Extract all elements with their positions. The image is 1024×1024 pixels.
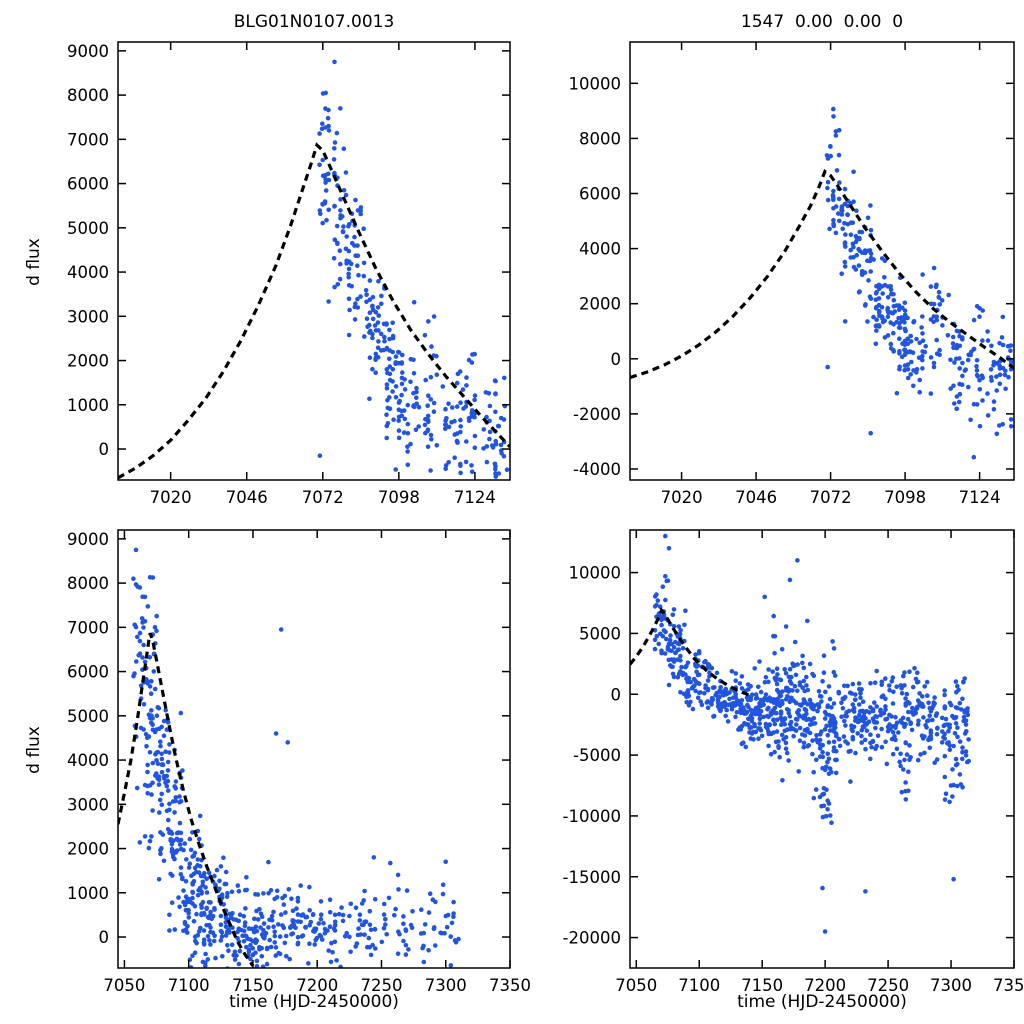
svg-text:7098: 7098: [884, 488, 926, 507]
plot-bottom-right: 7050 7100 7150 7200 7250 7300 7350 -20000 -15000…: [563, 529, 1024, 995]
tick-labels: 7020 7046 7072 7098 7124 -4000 -2000 0 2000 4000 6…: [569, 74, 1001, 507]
svg-text:7100: 7100: [168, 976, 210, 995]
plot-top-right: 7020 7046 7072 7098 7124 -4000 -2000 0 2000 4000 6…: [569, 41, 1015, 507]
tick-labels: 7050 7100 7150 7200 7250 7300 7350 -20000 -15000…: [563, 564, 1024, 995]
svg-text:5000: 5000: [67, 219, 109, 238]
svg-text:-20000: -20000: [563, 929, 621, 948]
plot-top-left: 7020 7046 7072 7098 7124 0 1000 2000 3000 4000 500…: [67, 41, 511, 507]
svg-text:2000: 2000: [67, 840, 109, 859]
svg-text:7050: 7050: [615, 976, 657, 995]
svg-text:7072: 7072: [810, 488, 852, 507]
svg-text:7350: 7350: [489, 976, 531, 995]
plot-frame: [629, 41, 1015, 481]
x-axis-label-right: time (HJD-2450000): [737, 992, 907, 1012]
svg-text:3000: 3000: [67, 307, 109, 326]
tick-labels: 7020 7046 7072 7098 7124 0 1000 2000 3000 4000 500…: [67, 42, 496, 507]
svg-text:9000: 9000: [67, 42, 109, 61]
svg-text:1000: 1000: [67, 396, 109, 415]
svg-text:8000: 8000: [67, 574, 109, 593]
model-curve: [118, 632, 255, 967]
svg-text:4000: 4000: [67, 263, 109, 282]
svg-text:7046: 7046: [226, 488, 268, 507]
svg-text:4000: 4000: [67, 751, 109, 770]
plot-frame: [629, 529, 1015, 969]
svg-text:7200: 7200: [296, 976, 338, 995]
model-curve: [630, 607, 753, 699]
panel-title-left: BLG01N0107.0013: [233, 12, 395, 32]
svg-text:7046: 7046: [735, 488, 777, 507]
svg-text:7124: 7124: [959, 488, 1001, 507]
svg-text:10000: 10000: [569, 74, 622, 93]
svg-text:5000: 5000: [579, 624, 621, 643]
svg-text:-5000: -5000: [573, 746, 621, 765]
svg-text:7050: 7050: [103, 976, 145, 995]
ticks: [630, 530, 1015, 968]
svg-text:7150: 7150: [741, 976, 783, 995]
svg-text:0: 0: [611, 685, 622, 704]
svg-text:10000: 10000: [569, 564, 622, 583]
plot-frame: [117, 41, 511, 481]
scatter-points: [824, 106, 1014, 460]
svg-text:7250: 7250: [360, 976, 402, 995]
scatter-points: [317, 59, 510, 479]
svg-text:7350: 7350: [993, 976, 1024, 995]
svg-text:7250: 7250: [867, 976, 909, 995]
svg-text:7300: 7300: [930, 976, 972, 995]
svg-text:7098: 7098: [378, 488, 420, 507]
svg-text:-15000: -15000: [563, 868, 621, 887]
svg-text:-10000: -10000: [563, 807, 621, 826]
svg-text:2000: 2000: [579, 295, 621, 314]
scatter-points: [131, 547, 461, 968]
svg-text:-2000: -2000: [573, 405, 621, 424]
svg-text:6000: 6000: [579, 185, 621, 204]
ticks: [118, 42, 510, 480]
svg-text:7000: 7000: [67, 130, 109, 149]
tick-labels: 7050 7100 7150 7200 7250 7300 7350 0 1000 2000 300…: [67, 530, 531, 995]
svg-text:7150: 7150: [232, 976, 274, 995]
scatter-points: [652, 533, 971, 934]
svg-text:7072: 7072: [302, 488, 344, 507]
svg-text:6000: 6000: [67, 175, 109, 194]
plot-frame: [117, 529, 511, 969]
ticks: [118, 530, 511, 968]
svg-text:8000: 8000: [67, 86, 109, 105]
svg-text:7100: 7100: [678, 976, 720, 995]
x-axis-label-left: time (HJD-2450000): [229, 992, 399, 1012]
svg-text:7020: 7020: [150, 488, 192, 507]
svg-text:8000: 8000: [579, 129, 621, 148]
svg-text:7200: 7200: [804, 976, 846, 995]
svg-text:7000: 7000: [67, 618, 109, 637]
svg-text:0: 0: [99, 440, 110, 459]
plot-bottom-left: 7050 7100 7150 7200 7250 7300 7350 0 1000 2000 300…: [67, 529, 531, 995]
svg-text:5000: 5000: [67, 707, 109, 726]
svg-text:3000: 3000: [67, 795, 109, 814]
model-curve: [118, 142, 510, 480]
ticks: [630, 42, 1014, 480]
model-curve: [630, 168, 1014, 380]
svg-text:7020: 7020: [661, 488, 703, 507]
svg-text:7124: 7124: [454, 488, 496, 507]
svg-text:0: 0: [99, 928, 110, 947]
svg-text:9000: 9000: [67, 530, 109, 549]
panel-title-right: 1547 0.00 0.00 0: [740, 12, 904, 32]
svg-text:2000: 2000: [67, 352, 109, 371]
svg-text:-4000: -4000: [573, 460, 621, 479]
svg-text:6000: 6000: [67, 663, 109, 682]
svg-text:0: 0: [611, 350, 622, 369]
svg-text:7300: 7300: [425, 976, 467, 995]
svg-text:1000: 1000: [67, 884, 109, 903]
svg-text:4000: 4000: [579, 240, 621, 259]
